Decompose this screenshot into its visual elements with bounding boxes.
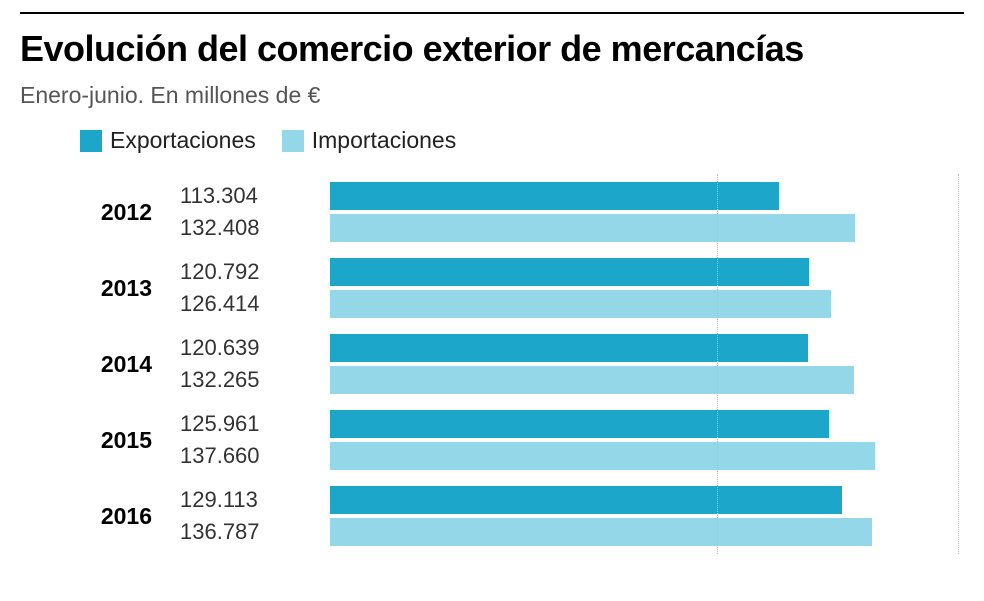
legend-export-label: Exportaciones bbox=[110, 127, 256, 154]
year-label: 2014 bbox=[20, 326, 180, 402]
bar-pair bbox=[330, 174, 964, 250]
chart-subtitle: Enero-junio. En millones de € bbox=[20, 82, 964, 109]
export-value: 113.304 bbox=[180, 181, 330, 211]
grid-line bbox=[958, 174, 959, 554]
export-value: 120.792 bbox=[180, 257, 330, 287]
import-value: 132.265 bbox=[180, 365, 330, 395]
value-pair: 113.304132.408 bbox=[180, 174, 330, 250]
chart: 20122013201420152016 113.304132.408120.7… bbox=[20, 174, 964, 554]
bar-pair bbox=[330, 402, 964, 478]
export-bar bbox=[330, 410, 829, 438]
legend-export: Exportaciones bbox=[80, 127, 256, 154]
years-column: 20122013201420152016 bbox=[20, 174, 180, 554]
import-bar bbox=[330, 290, 831, 318]
import-bar bbox=[330, 366, 854, 394]
values-column: 113.304132.408120.792126.414120.639132.2… bbox=[180, 174, 330, 554]
export-value: 129.113 bbox=[180, 485, 330, 515]
value-pair: 129.113136.787 bbox=[180, 478, 330, 554]
legend-import-label: Importaciones bbox=[312, 127, 456, 154]
import-value: 132.408 bbox=[180, 213, 330, 243]
bars-column bbox=[330, 174, 964, 554]
grid-line bbox=[717, 174, 718, 554]
import-value: 126.414 bbox=[180, 289, 330, 319]
bar-pair bbox=[330, 326, 964, 402]
legend: Exportaciones Importaciones bbox=[80, 127, 964, 154]
year-label: 2013 bbox=[20, 250, 180, 326]
import-swatch bbox=[282, 130, 304, 152]
year-label: 2016 bbox=[20, 478, 180, 554]
value-pair: 120.639132.265 bbox=[180, 326, 330, 402]
export-bar bbox=[330, 258, 809, 286]
import-value: 136.787 bbox=[180, 517, 330, 547]
export-bar bbox=[330, 486, 842, 514]
import-bar bbox=[330, 518, 872, 546]
bar-pair bbox=[330, 250, 964, 326]
bar-pair bbox=[330, 478, 964, 554]
export-bar bbox=[330, 182, 779, 210]
top-rule bbox=[20, 12, 964, 14]
value-pair: 125.961137.660 bbox=[180, 402, 330, 478]
legend-import: Importaciones bbox=[282, 127, 456, 154]
year-label: 2015 bbox=[20, 402, 180, 478]
import-bar bbox=[330, 442, 875, 470]
export-value: 120.639 bbox=[180, 333, 330, 363]
export-bar bbox=[330, 334, 808, 362]
export-swatch bbox=[80, 130, 102, 152]
chart-title: Evolución del comercio exterior de merca… bbox=[20, 28, 964, 70]
export-value: 125.961 bbox=[180, 409, 330, 439]
value-pair: 120.792126.414 bbox=[180, 250, 330, 326]
year-label: 2012 bbox=[20, 174, 180, 250]
import-bar bbox=[330, 214, 855, 242]
import-value: 137.660 bbox=[180, 441, 330, 471]
